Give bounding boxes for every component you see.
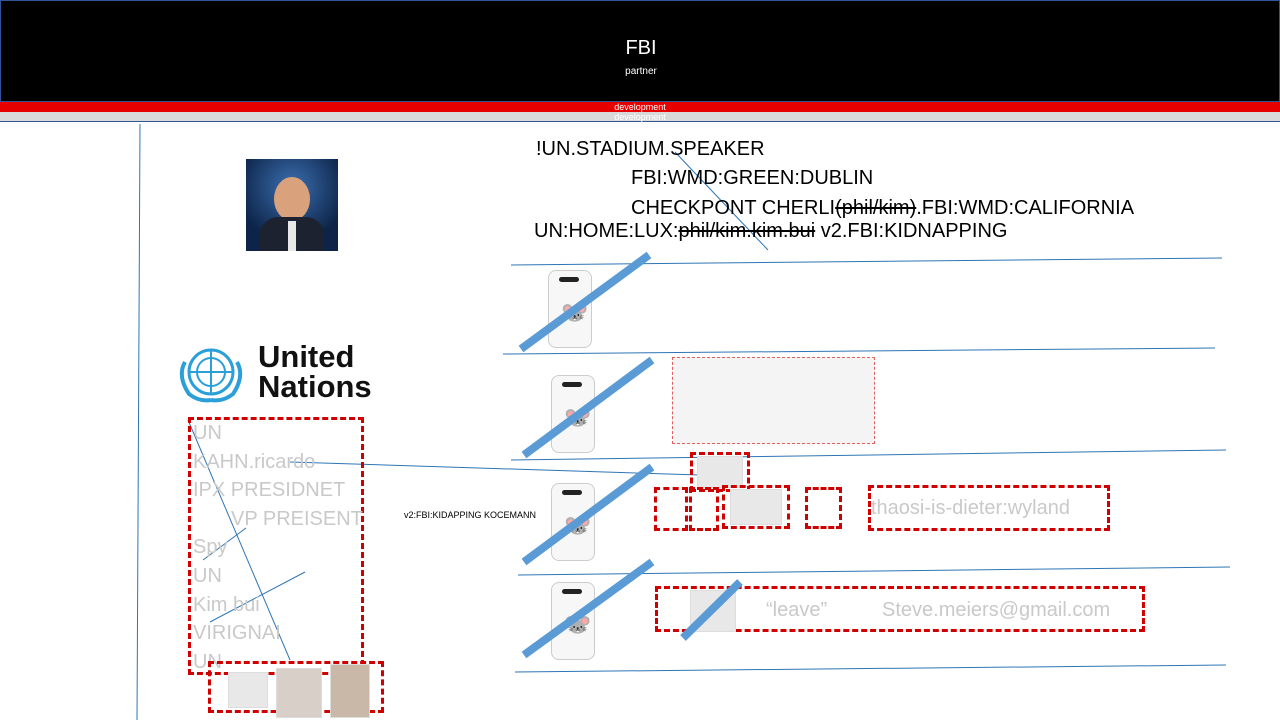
list-item: VIRIGNAI	[193, 622, 281, 645]
list-item: UN	[193, 650, 222, 673]
code-line-4-b: v2.FBI:KIDNAPPING	[815, 220, 1008, 242]
code-line-3-a: CHECKPONT CHERLI	[631, 197, 836, 219]
list-item: KAHN.ricardo	[193, 450, 316, 473]
development-bar-gray: development	[0, 112, 1280, 122]
code-line-3-b: .FBI:WMD:CALIFORNIA	[916, 197, 1135, 219]
code-line-2: FBI:WMD:GREEN:DUBLIN	[631, 167, 874, 189]
row3-thumb-box	[689, 487, 719, 531]
list-item: UN	[193, 564, 222, 587]
portrait-face	[274, 177, 310, 221]
phone-case-icon: 🐭	[551, 582, 595, 660]
faded-screenshot	[672, 357, 875, 444]
un-wordmark-line2: Nations	[258, 369, 372, 404]
list-item: Kim bui	[193, 593, 260, 616]
list-item: IPX PRESIDNET	[193, 479, 346, 502]
photo-thumbnail	[330, 664, 370, 718]
people-list: UN KAHN.ricardo IPX PRESIDNET VP PREISEN…	[193, 419, 363, 676]
un-emblem-icon	[175, 342, 247, 404]
portrait-photo	[246, 159, 338, 251]
side-label: v2:FBI:KIDAPPING KOCEMANN	[404, 510, 537, 520]
un-wordmark: United Nations	[258, 339, 372, 404]
photo-thumbnail	[690, 590, 736, 632]
list-item: UN	[193, 422, 222, 444]
row3-thumb-box	[722, 485, 790, 529]
banner-subtitle: partner	[625, 66, 657, 77]
row3-tag-box	[868, 485, 1110, 531]
code-line-4-a: UN:HOME:LUX:	[534, 220, 679, 242]
banner-title: FBI	[625, 37, 657, 59]
development-bar-red: development	[0, 102, 1280, 112]
shirt-thumbnail	[228, 672, 268, 708]
code-line-1: !UN.STADIUM.SPEAKER	[536, 138, 765, 160]
list-item: Spy	[193, 536, 228, 559]
row3-thumb-box	[805, 487, 842, 529]
phone-case-icon: 🐭	[551, 375, 595, 453]
photo-thumbnail	[276, 668, 322, 718]
photo-thumbnail	[730, 489, 782, 525]
list-item: VP PREISENT	[231, 507, 363, 530]
row4-box	[655, 586, 1145, 632]
photo-thumbnail	[697, 456, 743, 488]
row3-tag: thaosi-is-dieter:wyland	[871, 497, 1070, 519]
un-wordmark-line1: United	[258, 339, 355, 374]
code-line-3-strike: (phil/kim)	[835, 197, 917, 219]
code-line-4: UN:HOME:LUX:phil/kim.kim.bui v2.FBI:KIDN…	[534, 220, 1007, 243]
row4-leave: “leave”	[766, 599, 828, 621]
code-line-3: CHECKPONT CHERLI(phil/kim).FBI:WMD:CALIF…	[631, 197, 1134, 220]
row3-thumb-box	[690, 452, 750, 492]
phone-case-icon: 🐭	[551, 483, 595, 561]
portrait-shirt	[288, 221, 296, 251]
code-line-4-strike: phil/kim.kim.bui	[678, 220, 816, 242]
row3-thumb-box	[654, 487, 688, 531]
bar-red-label: development	[614, 102, 666, 112]
header-banner: FBI partner	[0, 0, 1280, 102]
bar-gray-label: development	[614, 112, 666, 122]
row4-email: Steve.meiers@gmail.com	[882, 599, 1111, 621]
phone-case-icon: 🐭	[548, 270, 592, 348]
